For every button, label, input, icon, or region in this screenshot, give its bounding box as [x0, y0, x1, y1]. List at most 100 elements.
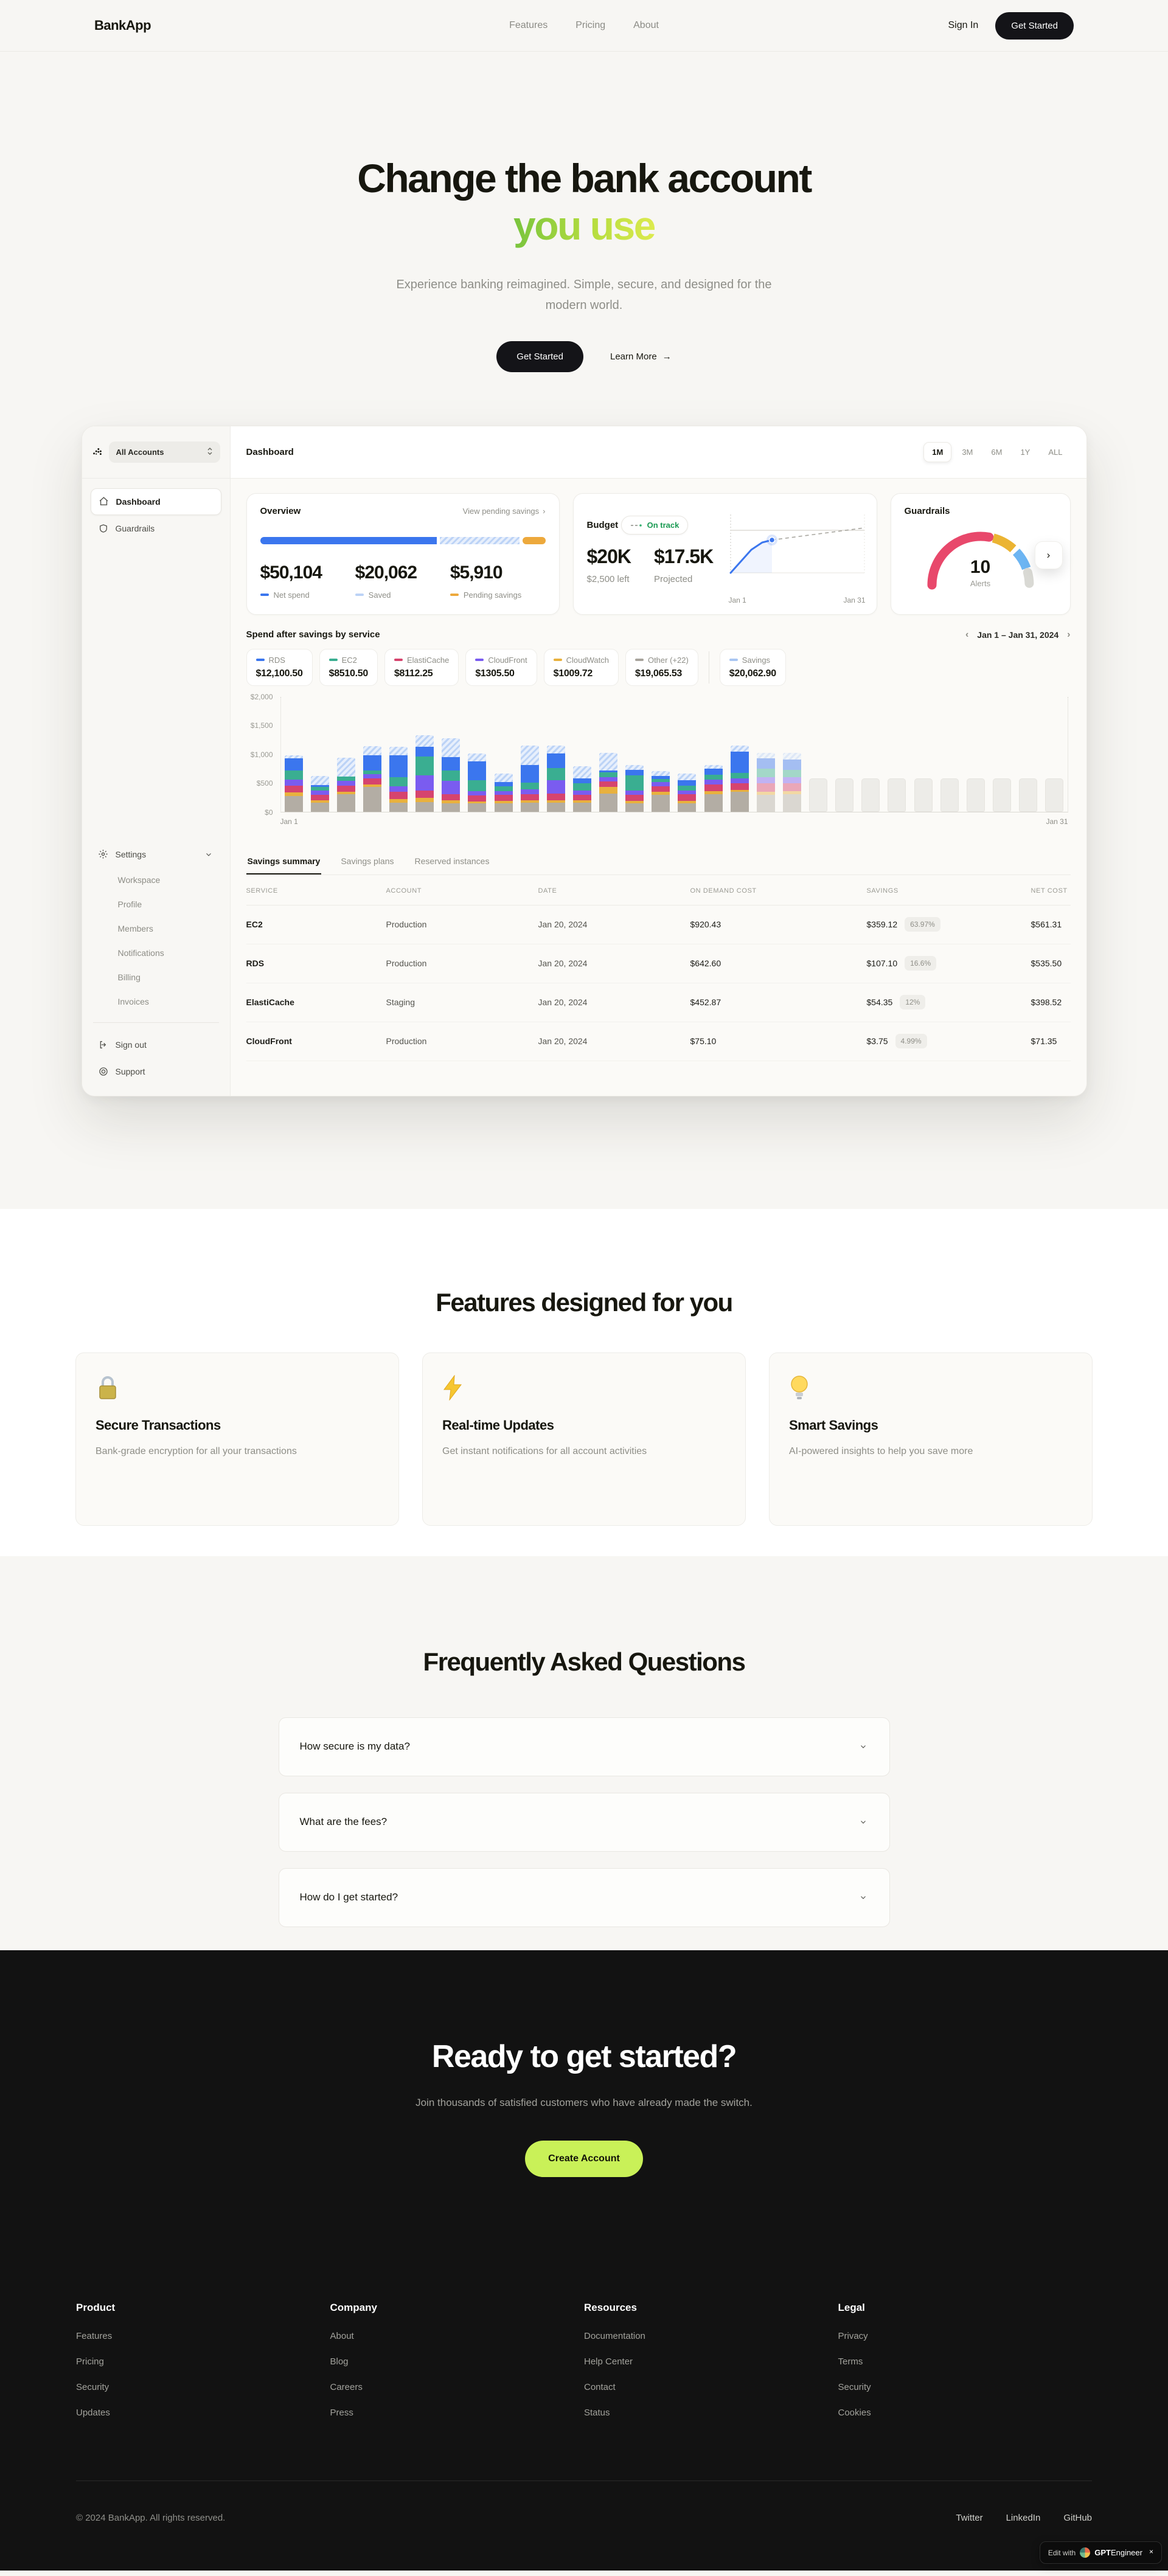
footer-link-contact[interactable]: Contact — [584, 2381, 616, 2392]
legend-dash-icon — [729, 659, 738, 662]
service-chip-other-22-[interactable]: Other (+22) $19,065.53 — [625, 648, 698, 686]
range-all-button[interactable]: ALL — [1040, 443, 1070, 462]
sidebar-item-support[interactable]: Support — [91, 1058, 221, 1085]
service-chip-cloudwatch[interactable]: CloudWatch $1009.72 — [543, 648, 619, 686]
sidebar-item-sign-out[interactable]: Sign out — [91, 1031, 221, 1058]
footer-link-pricing[interactable]: Pricing — [76, 2356, 104, 2367]
nav-link-features[interactable]: Features — [509, 20, 548, 30]
stacked-bar-day-11[interactable] — [546, 745, 565, 812]
service-chip-cloudfront[interactable]: CloudFront $1305.50 — [465, 648, 537, 686]
stacked-bar-day-14[interactable] — [625, 764, 644, 812]
footer-link-blog[interactable]: Blog — [330, 2356, 349, 2367]
stacked-bar-day-17[interactable] — [704, 764, 723, 812]
faq-item-1[interactable]: How secure is my data? — [278, 1717, 890, 1776]
column-header: ACCOUNT — [386, 887, 422, 895]
feature-card-smart-savings: Smart Savings AI-powered insights to help… — [769, 1352, 1093, 1526]
range-1y-button[interactable]: 1Y — [1012, 443, 1038, 462]
sidebar-subitem-notifications[interactable]: Notifications — [117, 947, 164, 958]
sidebar-item-settings[interactable]: Settings — [91, 841, 221, 868]
sidebar-subitem-billing[interactable]: Billing — [117, 972, 141, 982]
badge-close-icon[interactable]: × — [1149, 2547, 1153, 2556]
view-pending-savings-link[interactable]: View pending savings › — [463, 507, 546, 516]
range-3m-button[interactable]: 3M — [954, 443, 981, 462]
footer-link-documentation[interactable]: Documentation — [584, 2330, 645, 2341]
stacked-bar-day-12[interactable] — [572, 766, 591, 812]
stacked-bar-day-15[interactable] — [652, 771, 670, 812]
stacked-bar-day-2[interactable] — [310, 775, 329, 812]
stacked-bar-day-18[interactable] — [730, 746, 749, 812]
faq-item-2[interactable]: What are the fees? — [278, 1792, 890, 1852]
stacked-bar-day-3[interactable] — [336, 758, 355, 812]
service-chip-rds[interactable]: RDS $12,100.50 — [246, 648, 313, 686]
account-switcher[interactable]: All Accounts — [108, 441, 220, 463]
bar-segment-savings — [572, 766, 591, 778]
social-link-twitter[interactable]: Twitter — [956, 2512, 983, 2523]
footer-link-about[interactable]: About — [330, 2330, 354, 2341]
nav-link-pricing[interactable]: Pricing — [575, 20, 606, 30]
footer-link-updates[interactable]: Updates — [76, 2407, 110, 2418]
table-row[interactable]: EC2 Production Jan 20, 2024 $920.43 $359.12 6… — [246, 905, 1071, 944]
stacked-bar-day-5[interactable] — [389, 747, 408, 812]
social-link-github[interactable]: GitHub — [1063, 2512, 1092, 2523]
feature-description: Bank-grade encryption for all your trans… — [96, 1446, 297, 1456]
sign-in-link[interactable]: Sign In — [948, 20, 979, 30]
footer-link-cookies[interactable]: Cookies — [838, 2407, 871, 2418]
stacked-bar-day-4[interactable] — [363, 746, 381, 812]
range-6m-button[interactable]: 6M — [983, 443, 1010, 462]
tab-savings-plans[interactable]: Savings plans — [341, 856, 394, 866]
sidebar-item-guardrails[interactable]: Guardrails — [91, 515, 221, 542]
bar-segment-rds — [415, 747, 434, 757]
carousel-next-button[interactable]: › — [1034, 541, 1063, 569]
footer-link-careers[interactable]: Careers — [330, 2381, 363, 2392]
footer-link-security[interactable]: Security — [838, 2381, 871, 2392]
sidebar-subitem-profile[interactable]: Profile — [117, 899, 142, 909]
chevron-left-icon[interactable]: ‹ — [965, 629, 969, 640]
footer-link-security[interactable]: Security — [76, 2381, 109, 2392]
learn-more-label: Learn More — [610, 351, 657, 362]
bar-segment-other — [284, 796, 303, 812]
chevron-right-icon[interactable]: › — [1067, 629, 1071, 640]
chart-y-axis-labels: $2,000 $1,500 $1,000 $500 $0 — [246, 693, 277, 817]
brand-logo[interactable]: BankApp — [94, 18, 151, 33]
footer-link-features[interactable]: Features — [76, 2330, 113, 2341]
table-row[interactable]: ElastiCache Staging Jan 20, 2024 $452.87 $54… — [246, 983, 1071, 1022]
chevron-down-icon — [858, 1892, 869, 1903]
service-chip-elasticache[interactable]: ElastiCache $8112.25 — [384, 648, 459, 686]
stacked-bar-day-10[interactable] — [520, 745, 539, 812]
stacked-bar-day-6[interactable] — [415, 735, 434, 812]
sidebar-subitem-members[interactable]: Members — [117, 923, 153, 933]
savings-chip[interactable]: Savings $20,062.90 — [719, 648, 786, 686]
learn-more-link[interactable]: Learn More → — [610, 351, 672, 362]
hero-get-started-button[interactable]: Get Started — [496, 341, 583, 372]
service-chip-ec2[interactable]: EC2 $8510.50 — [319, 648, 378, 686]
create-account-button[interactable]: Create Account — [525, 2140, 643, 2177]
footer-link-terms[interactable]: Terms — [838, 2356, 863, 2367]
stacked-bar-day-19[interactable] — [756, 752, 775, 812]
stacked-bar-day-7[interactable] — [442, 738, 461, 812]
sidebar-subitem-workspace[interactable]: Workspace — [117, 874, 161, 885]
table-row[interactable]: CloudFront Production Jan 20, 2024 $75.10 $3… — [246, 1022, 1071, 1061]
stacked-bar-day-8[interactable] — [468, 753, 487, 812]
footer-link-press[interactable]: Press — [330, 2407, 353, 2418]
faq-item-3[interactable]: How do I get started? — [278, 1868, 890, 1927]
stacked-bar-day-1[interactable] — [284, 755, 303, 812]
nav-link-about[interactable]: About — [633, 20, 659, 30]
footer-link-privacy[interactable]: Privacy — [838, 2330, 868, 2341]
lock-icon — [96, 1374, 123, 1402]
get-started-button[interactable]: Get Started — [995, 12, 1074, 40]
sidebar-subitem-invoices[interactable]: Invoices — [117, 996, 149, 1006]
sidebar-item-dashboard[interactable]: Dashboard — [90, 488, 221, 515]
stacked-bar-day-16[interactable] — [678, 774, 697, 812]
footer-link-status[interactable]: Status — [584, 2407, 610, 2418]
stacked-bar-day-20[interactable] — [782, 752, 801, 812]
footer-link-help-center[interactable]: Help Center — [584, 2356, 633, 2367]
legend-dash-icon — [553, 659, 562, 662]
gpt-engineer-badge[interactable]: Edit with GPTEngineer × — [1039, 2541, 1162, 2564]
range-1m-button[interactable]: 1M — [923, 441, 952, 462]
table-row[interactable]: RDS Production Jan 20, 2024 $642.60 $107.10 1… — [246, 944, 1071, 983]
social-link-linkedin[interactable]: LinkedIn — [1006, 2512, 1041, 2523]
tab-reserved-instances[interactable]: Reserved instances — [414, 856, 490, 866]
tab-savings-summary[interactable]: Savings summary — [246, 850, 322, 874]
stacked-bar-day-9[interactable] — [494, 774, 513, 812]
stacked-bar-day-13[interactable] — [599, 752, 617, 812]
